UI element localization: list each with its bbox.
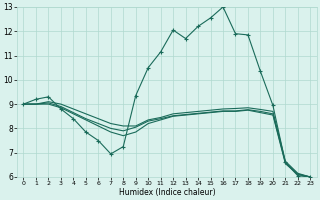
X-axis label: Humidex (Indice chaleur): Humidex (Indice chaleur) xyxy=(119,188,215,197)
